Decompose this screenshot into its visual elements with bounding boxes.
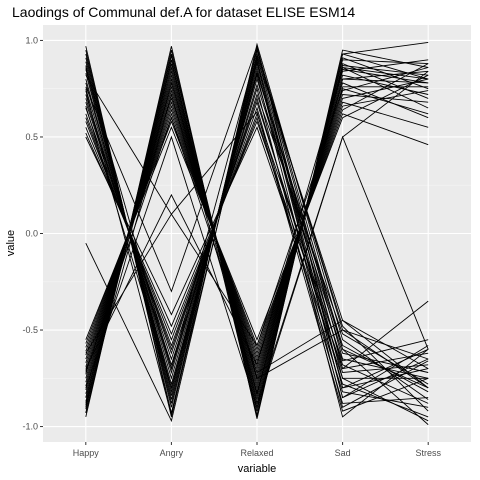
y-tick-label: -0.5 <box>22 325 38 335</box>
x-tick-label-happy: Happy <box>73 448 100 458</box>
y-tick-label: 0.0 <box>25 229 38 239</box>
chart-title: Laodings of Communal def.A for dataset E… <box>12 4 355 20</box>
x-tick-label-relaxed: Relaxed <box>240 448 273 458</box>
x-tick-label-angry: Angry <box>160 448 184 458</box>
x-axis-label: variable <box>238 463 277 475</box>
x-tick-label-stress: Stress <box>415 448 441 458</box>
y-tick-label: 0.5 <box>25 132 38 142</box>
x-tick-label-sad: Sad <box>335 448 351 458</box>
y-axis-label: value <box>5 230 17 256</box>
y-tick-label: 1.0 <box>25 35 38 45</box>
y-tick-label: -1.0 <box>22 422 38 432</box>
